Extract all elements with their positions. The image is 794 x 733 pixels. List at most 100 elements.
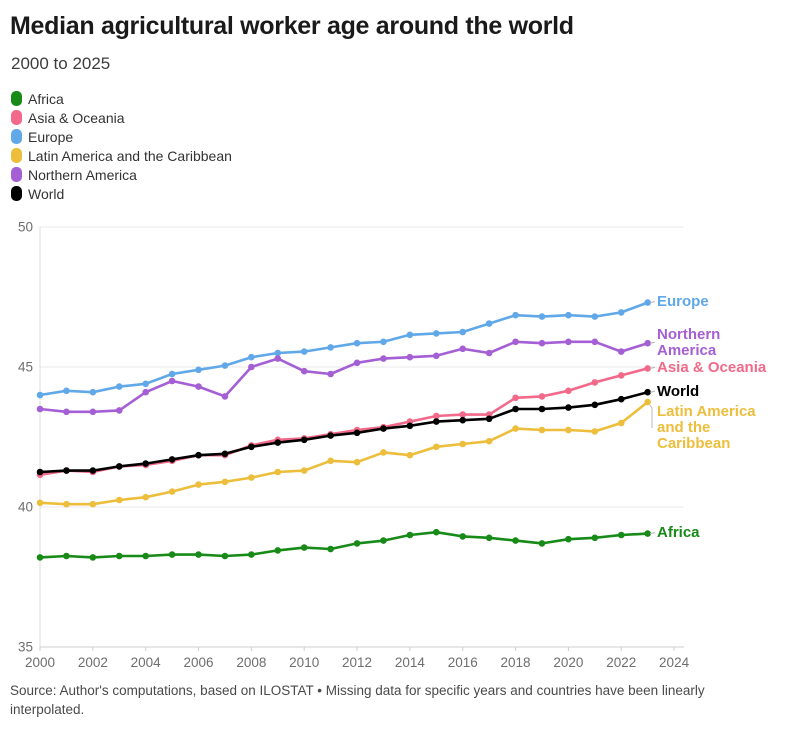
data-point (89, 500, 97, 508)
data-point (512, 537, 519, 544)
end-label-africa: Africa (657, 524, 700, 542)
data-point (221, 450, 229, 458)
data-point (433, 412, 440, 420)
data-point (565, 387, 572, 395)
data-point (512, 405, 519, 413)
data-point (142, 460, 149, 467)
data-point (591, 338, 599, 346)
data-point (221, 393, 229, 400)
data-point (591, 534, 599, 542)
data-point (538, 393, 546, 400)
data-point (115, 407, 123, 414)
data-point (644, 530, 651, 537)
data-point (512, 338, 519, 346)
data-point (644, 365, 651, 372)
x-tick-label: 2008 (236, 655, 266, 670)
x-tick-label: 2020 (553, 655, 583, 670)
data-point (459, 416, 467, 424)
data-point (63, 500, 70, 508)
series-line-latin-america-and-the-caribbean (38, 400, 650, 506)
end-label-europe: Europe (657, 293, 709, 311)
legend-item-europe: Europe (11, 127, 411, 146)
series-line-northern-america (38, 340, 650, 414)
data-point (115, 383, 123, 390)
data-point (538, 313, 546, 320)
legend-swatch-icon (11, 129, 22, 144)
data-point (485, 415, 493, 423)
end-label-northern-america: Northern America (657, 325, 721, 359)
data-point (300, 436, 308, 444)
data-point (327, 457, 334, 465)
data-point (644, 299, 651, 306)
data-point (36, 499, 44, 507)
data-point (591, 379, 599, 386)
data-point (195, 481, 202, 488)
data-point (538, 426, 546, 434)
data-point (459, 328, 467, 336)
data-point (565, 535, 572, 543)
data-point (380, 338, 387, 346)
data-point (406, 353, 414, 361)
legend-swatch-icon (11, 110, 22, 125)
x-tick-label: 2004 (131, 655, 162, 670)
data-point (36, 405, 44, 413)
data-point (248, 363, 255, 371)
data-point (327, 370, 334, 378)
series-line-europe (38, 301, 650, 397)
legend-label: World (28, 185, 65, 202)
data-point (565, 338, 572, 346)
data-point (380, 537, 387, 544)
data-point (168, 551, 176, 558)
legend-item-latin-america-and-the-caribbean: Latin America and the Caribbean (11, 146, 411, 165)
chart-legend: Africa Asia & Oceania Europe Latin America … (11, 89, 411, 203)
data-point (115, 552, 123, 560)
y-tick-label: 45 (18, 360, 33, 375)
data-point (617, 372, 625, 379)
data-point (63, 408, 70, 416)
data-point (485, 437, 493, 445)
line-chart: 35 40 45 50 2000 2002 2004 2006 2008 2010 2012 2014… (0, 215, 794, 680)
data-point (512, 311, 519, 319)
data-point (538, 339, 546, 347)
x-tick-label: 2024 (659, 655, 690, 670)
data-point (538, 405, 546, 413)
label-connector (649, 404, 653, 428)
legend-label: Latin America and the Caribbean (28, 147, 232, 164)
legend-item-northern-america: Northern America (11, 165, 411, 184)
data-point (459, 440, 467, 448)
data-point (142, 388, 149, 396)
data-point (274, 439, 282, 446)
data-point (195, 366, 202, 374)
data-point (617, 395, 625, 403)
data-point (485, 320, 493, 327)
data-point (433, 443, 440, 451)
data-point (406, 331, 414, 339)
data-point (433, 352, 440, 360)
data-point (380, 355, 387, 362)
data-point (274, 355, 282, 362)
data-point (221, 362, 229, 369)
legend-item-africa: Africa (11, 89, 411, 108)
y-tick-label: 40 (18, 500, 33, 515)
data-point (89, 554, 97, 561)
data-point (617, 531, 625, 539)
data-point (248, 551, 255, 558)
data-point (89, 467, 97, 474)
x-tick-label: 2002 (78, 655, 108, 670)
data-point (591, 401, 599, 409)
y-tick-label: 50 (18, 220, 33, 235)
x-tick-label: 2000 (25, 655, 55, 670)
data-point (353, 429, 361, 437)
x-tick-label: 2010 (289, 655, 319, 670)
data-point (406, 451, 414, 459)
legend-item-asia-oceania: Asia & Oceania (11, 108, 411, 127)
data-point (591, 313, 599, 320)
data-point (644, 388, 651, 396)
data-point (644, 339, 651, 347)
data-point (459, 345, 467, 353)
legend-label: Africa (28, 90, 64, 107)
series-line-africa (38, 530, 650, 559)
x-tick-label: 2022 (606, 655, 636, 670)
series-line-world (38, 390, 650, 474)
data-point (617, 348, 625, 355)
